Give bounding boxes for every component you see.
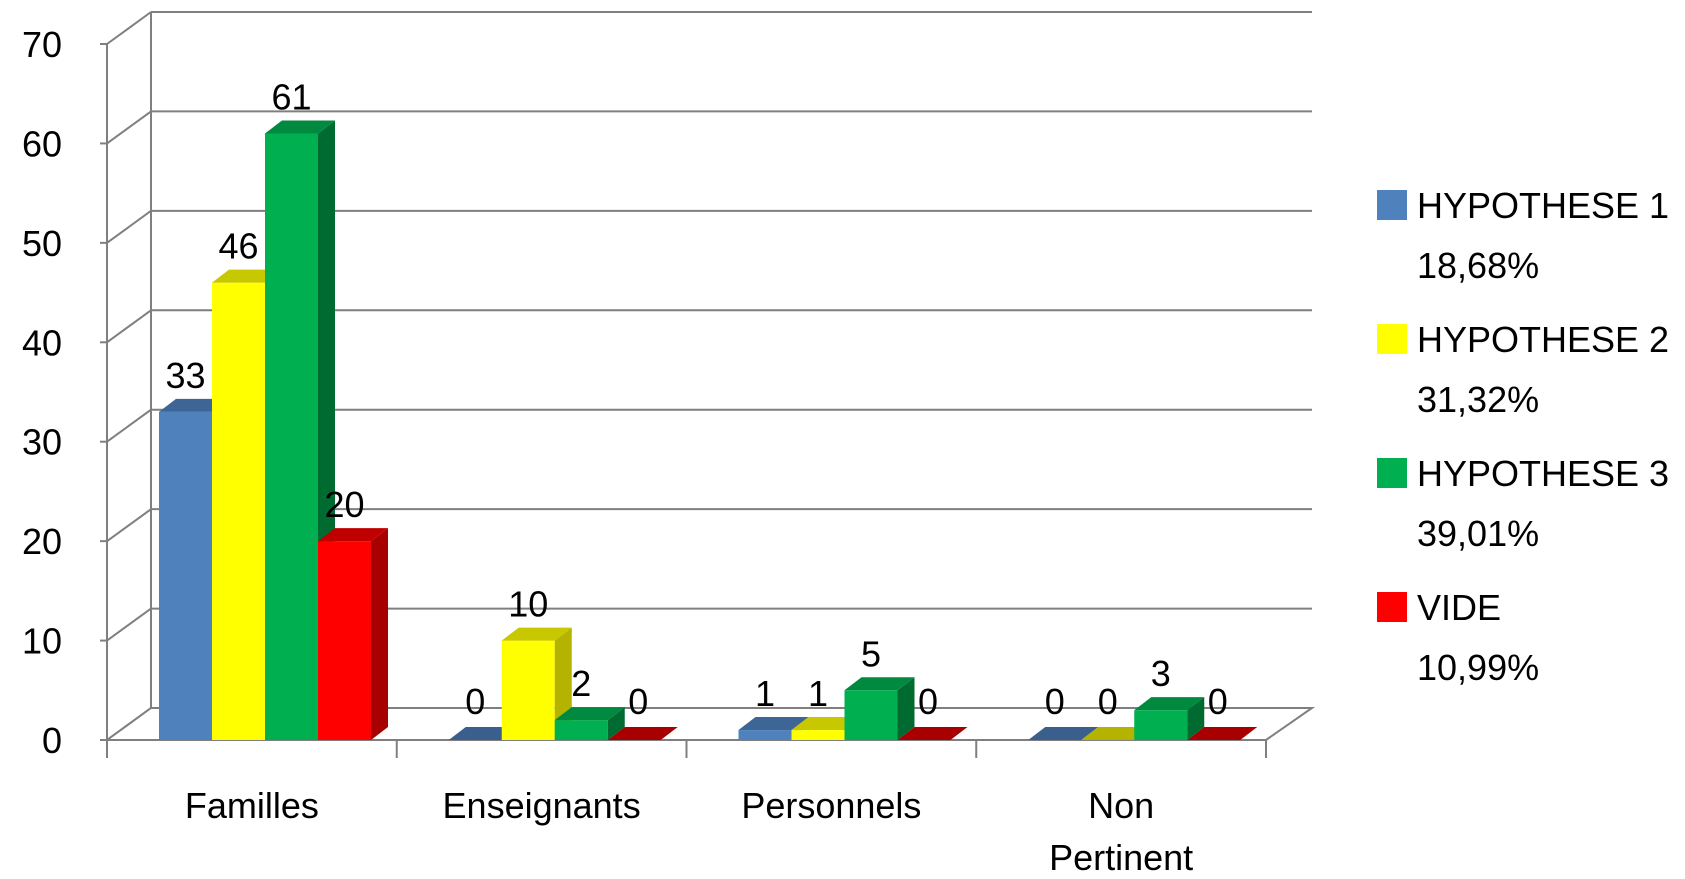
- data-label: 61: [271, 76, 311, 117]
- legend: HYPOTHESE 1 18,68% HYPOTHESE 2 31,32% HYPOTH…: [1377, 185, 1669, 688]
- legend-label: 31,32%: [1417, 379, 1539, 420]
- data-label: 0: [1208, 681, 1228, 722]
- bar-side: [371, 528, 388, 740]
- bar-top: [501, 627, 572, 641]
- bar-top: [212, 269, 282, 283]
- data-label: 0: [1098, 681, 1118, 722]
- bar-top: [791, 717, 862, 731]
- data-label: 33: [165, 355, 205, 396]
- bar-0-3: [1028, 727, 1099, 740]
- bar-front: [212, 282, 265, 740]
- bar-front: [265, 133, 318, 740]
- bar-top: [265, 120, 335, 134]
- data-label: 3: [1151, 653, 1171, 694]
- bar-2-3: [1134, 697, 1205, 740]
- bar-side: [607, 707, 625, 740]
- gridline-wall-40: [106, 309, 152, 344]
- legend-label: HYPOTHESE 3: [1417, 453, 1669, 494]
- data-label: 0: [918, 681, 938, 722]
- bar-top: [159, 398, 229, 412]
- data-label: 0: [1045, 681, 1065, 722]
- legend-swatch: [1377, 458, 1407, 488]
- bar-top: [318, 528, 388, 542]
- bar-front: [1134, 710, 1188, 740]
- bar-front: [159, 411, 212, 740]
- data-label: 2: [571, 663, 591, 704]
- legend-label: 10,99%: [1417, 647, 1539, 688]
- data-label: 20: [324, 484, 364, 525]
- data-label: 0: [465, 681, 485, 722]
- legend-swatch: [1377, 190, 1407, 220]
- bar-2-1: [554, 707, 625, 740]
- data-label: 1: [808, 673, 828, 714]
- bar-top: [554, 707, 625, 721]
- data-label: 5: [861, 633, 881, 674]
- data-label: 0: [628, 681, 648, 722]
- x-category-label: Non: [1088, 785, 1154, 826]
- bar-top: [738, 717, 809, 731]
- y-tick-label: 50: [22, 223, 62, 264]
- gridline-wall-50: [106, 210, 152, 244]
- bar-top: [844, 677, 915, 691]
- bar-top: [1081, 727, 1152, 740]
- y-tick-label: 10: [22, 621, 62, 662]
- bar-front: [318, 541, 371, 740]
- bar-front: [554, 720, 608, 740]
- gridline-wall-10: [106, 607, 152, 642]
- bars: [159, 120, 1258, 740]
- data-label: 46: [218, 226, 258, 267]
- gridline-wall-20: [106, 508, 152, 542]
- legend-label: 18,68%: [1417, 245, 1539, 286]
- y-tick-label: 20: [22, 521, 62, 562]
- bar-front: [501, 640, 555, 740]
- bar-top: [1187, 727, 1258, 740]
- data-label: 10: [508, 584, 548, 625]
- gridline-wall-70: [106, 11, 152, 45]
- legend-label: 39,01%: [1417, 513, 1539, 554]
- bar-front: [791, 730, 845, 740]
- x-category-label: Personnels: [741, 785, 921, 826]
- legend-swatch: [1377, 324, 1407, 354]
- x-category-label: Pertinent: [1049, 837, 1193, 878]
- y-tick-label: 30: [22, 422, 62, 463]
- legend-label: HYPOTHESE 2: [1417, 319, 1669, 360]
- bar-1-3: [1081, 727, 1152, 740]
- bar-top: [1134, 697, 1205, 711]
- bar-3-1: [607, 727, 678, 740]
- x-category-label: Enseignants: [443, 785, 641, 826]
- gridline-wall-30: [106, 408, 152, 443]
- bar-top: [897, 727, 968, 740]
- data-label: 1: [755, 673, 775, 714]
- bar-3-3: [1187, 727, 1258, 740]
- y-tick-label: 40: [22, 322, 62, 363]
- bar-top: [448, 727, 519, 740]
- y-tick-label: 0: [42, 720, 62, 761]
- legend-label: HYPOTHESE 1: [1417, 185, 1669, 226]
- bar-2-2: [844, 677, 915, 740]
- x-category-label: Familles: [185, 785, 319, 826]
- legend-label: VIDE: [1417, 587, 1501, 628]
- y-tick-label: 70: [22, 24, 62, 65]
- bar-front: [738, 730, 792, 740]
- bar-3-2: [897, 727, 968, 740]
- bar-front: [844, 690, 898, 740]
- bar-0-1: [448, 727, 519, 740]
- gridline-wall-60: [106, 110, 152, 145]
- bar-top: [1028, 727, 1099, 740]
- bar-3-0: [318, 528, 388, 740]
- bar-side: [897, 677, 915, 740]
- legend-swatch: [1377, 592, 1407, 622]
- y-tick-label: 60: [22, 123, 62, 164]
- bar-side: [1187, 697, 1205, 740]
- bar-top: [607, 727, 678, 740]
